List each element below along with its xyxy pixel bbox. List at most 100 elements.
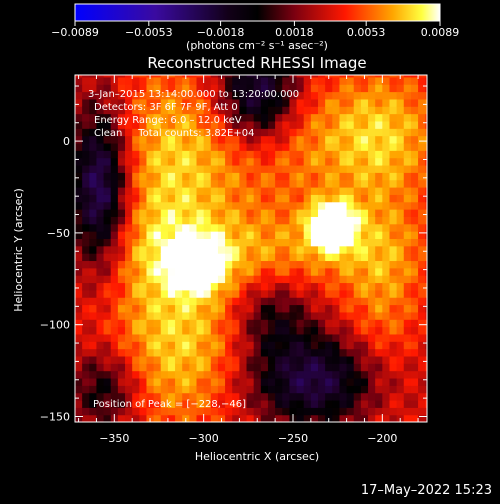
heatmap-cell: [103, 385, 112, 394]
heatmap-cell: [382, 98, 391, 107]
heatmap-cell: [360, 84, 369, 93]
heatmap-cell: [382, 194, 391, 203]
heatmap-cell: [139, 120, 148, 129]
heatmap-cell: [125, 267, 133, 276]
heatmap-cell: [160, 164, 169, 173]
heatmap-cell: [182, 377, 190, 386]
heatmap-cell: [396, 392, 405, 401]
annotation-detectors: Detectors: 3F 6F 7F 9F, Att 0: [94, 102, 238, 113]
heatmap-cell: [325, 304, 333, 313]
heatmap-cell: [217, 238, 226, 247]
heatmap-cell: [289, 128, 298, 137]
heatmap-cell: [239, 304, 248, 313]
heatmap-cell: [153, 238, 162, 247]
heatmap-cell: [139, 75, 148, 78]
heatmap-cell: [253, 385, 262, 394]
heatmap-cell: [75, 348, 83, 357]
heatmap-cell: [396, 194, 405, 203]
heatmap-cell: [189, 84, 198, 93]
heatmap-cell: [160, 399, 169, 408]
heatmap-cell: [203, 319, 212, 328]
heatmap-cell: [182, 216, 190, 225]
x-tick-label: −350: [99, 432, 129, 445]
heatmap-cell: [275, 363, 283, 372]
heatmap-cell: [75, 392, 83, 401]
heatmap-cell: [117, 348, 126, 357]
heatmap-cell: [117, 370, 126, 379]
heatmap-cell: [275, 75, 283, 78]
heatmap-cell: [382, 260, 391, 269]
heatmap-cell: [425, 238, 427, 247]
heatmap-cell: [125, 377, 133, 386]
heatmap-cell: [146, 76, 155, 85]
heatmap-cell: [346, 135, 355, 144]
heatmap-cell: [332, 253, 341, 262]
heatmap-cell: [196, 385, 205, 394]
heatmap-cell: [289, 223, 298, 232]
heatmap-cell: [403, 157, 412, 166]
heatmap-cell: [196, 392, 205, 401]
heatmap-cell: [253, 370, 262, 379]
heatmap-cell: [289, 385, 298, 394]
heatmap-cell: [103, 238, 112, 247]
heatmap-cell: [396, 157, 405, 166]
heatmap-cell: [389, 333, 398, 342]
heatmap-cell: [225, 385, 233, 394]
heatmap-cell: [246, 355, 255, 364]
heatmap-cell: [132, 186, 140, 195]
heatmap-cell: [267, 385, 276, 394]
heatmap-cell: [318, 150, 326, 159]
heatmap-cell: [217, 172, 226, 181]
heatmap-cell: [239, 348, 248, 357]
heatmap-cell: [360, 128, 369, 137]
heatmap-cell: [282, 75, 291, 78]
heatmap-cell: [318, 282, 326, 291]
heatmap-cell: [132, 223, 140, 232]
heatmap-cell: [418, 142, 426, 151]
heatmap-cell: [296, 194, 305, 203]
heatmap-cell: [296, 333, 305, 342]
heatmap-cell: [325, 348, 333, 357]
heatmap-cell: [146, 385, 155, 394]
heatmap-cell: [217, 76, 226, 85]
heatmap-cell: [89, 98, 98, 107]
heatmap-cell: [75, 267, 83, 276]
heatmap-cell: [425, 157, 427, 166]
heatmap-cell: [389, 267, 398, 276]
heatmap-cell: [139, 341, 148, 350]
heatmap-cell: [125, 414, 133, 422]
heatmap-cell: [318, 194, 326, 203]
heatmap-cell: [89, 275, 98, 284]
heatmap-cell: [346, 311, 355, 320]
heatmap-cell: [167, 113, 176, 122]
heatmap-cell: [167, 91, 176, 100]
heatmap-cell: [403, 377, 412, 386]
heatmap-cell: [146, 91, 155, 100]
heatmap-cell: [239, 326, 248, 335]
heatmap-cell: [332, 91, 341, 100]
heatmap-cell: [318, 128, 326, 137]
heatmap-cell: [289, 333, 298, 342]
heatmap-cell: [117, 282, 126, 291]
heatmap-cell: [325, 91, 333, 100]
heatmap-cell: [189, 142, 198, 151]
heatmap-cell: [196, 209, 205, 217]
heatmap-cell: [318, 179, 326, 188]
heatmap-cell: [139, 304, 148, 313]
heatmap-cell: [310, 348, 319, 357]
heatmap-cell: [360, 341, 369, 350]
heatmap-cell: [418, 135, 426, 144]
heatmap-cell: [225, 76, 233, 85]
heatmap-cell: [75, 245, 83, 254]
heatmap-cell: [82, 75, 90, 78]
heatmap-cell: [339, 275, 348, 284]
heatmap-cell: [160, 75, 169, 78]
heatmap-cell: [225, 326, 233, 335]
heatmap-cell: [210, 348, 219, 357]
heatmap-cell: [75, 385, 83, 394]
heatmap-cell: [96, 179, 105, 188]
heatmap-cell: [396, 135, 405, 144]
heatmap-cell: [210, 275, 219, 284]
heatmap-cell: [375, 84, 383, 93]
heatmap-cell: [282, 223, 291, 232]
